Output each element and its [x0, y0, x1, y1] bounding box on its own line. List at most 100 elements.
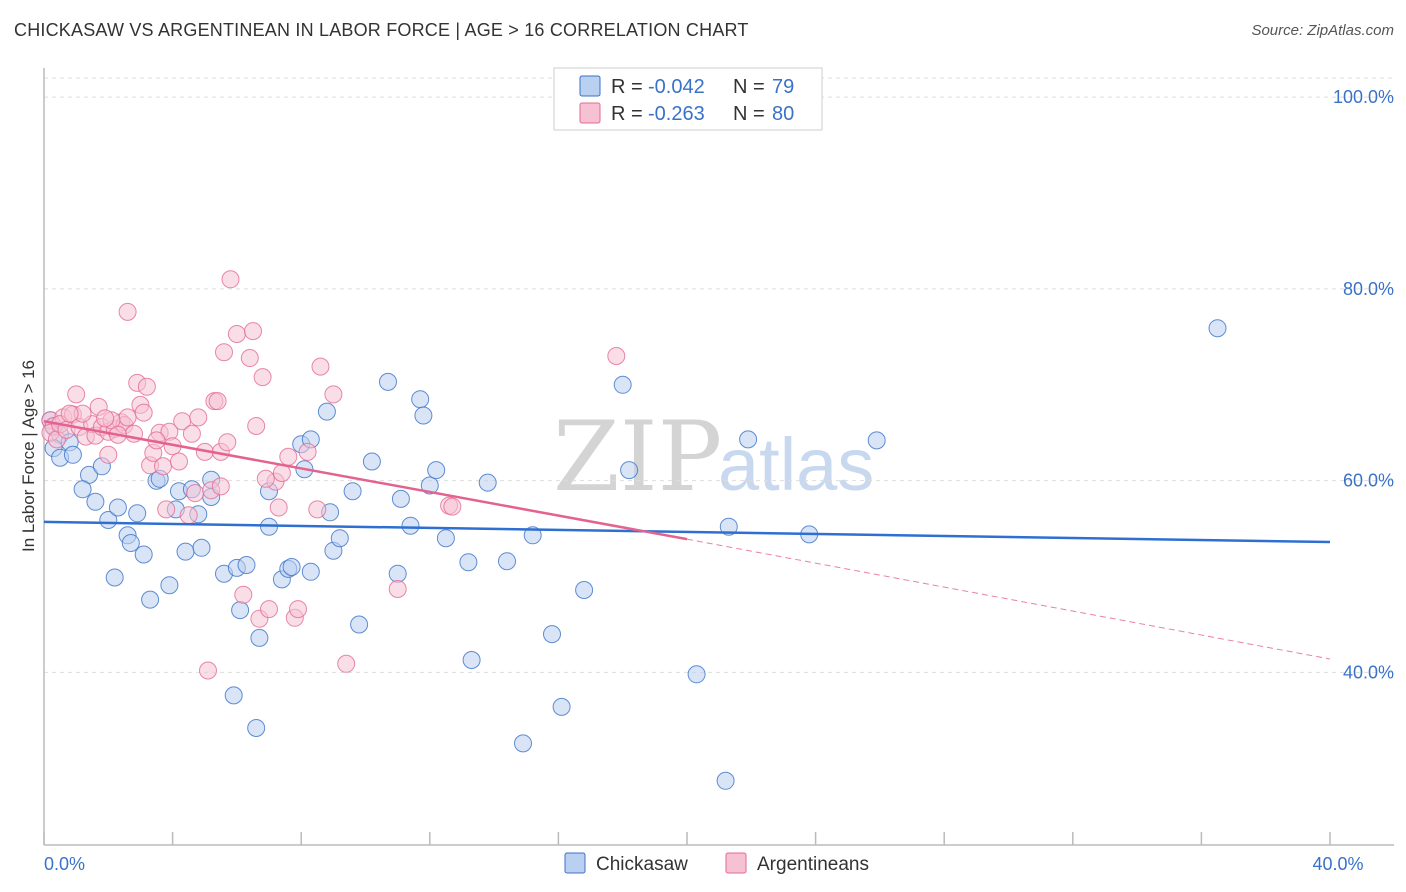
point-argentineans: [96, 409, 115, 428]
point-argentineans: [137, 377, 156, 396]
chart-title: CHICKASAW VS ARGENTINEAN IN LABOR FORCE …: [14, 20, 749, 40]
point-argentineans: [208, 392, 227, 411]
point-argentineans: [179, 506, 198, 525]
point-argentineans: [311, 357, 330, 376]
point-chickasaw: [620, 461, 639, 480]
point-argentineans: [260, 600, 278, 619]
point-chickasaw: [523, 526, 542, 545]
point-argentineans: [308, 500, 327, 519]
point-argentineans: [298, 442, 317, 461]
point-argentineans: [256, 469, 275, 488]
trend-line-chickasaw: [43, 520, 1331, 544]
point-argentineans: [182, 424, 201, 443]
legend-swatch-chickasaw: [579, 75, 601, 97]
point-chickasaw: [176, 542, 195, 561]
point-argentineans: [253, 368, 272, 387]
y-tick-label: 40.0%: [1343, 662, 1394, 682]
y-axis-label: In Labor Force | Age > 16: [19, 360, 38, 552]
point-chickasaw: [121, 534, 140, 552]
point-chickasaw: [739, 430, 758, 449]
point-argentineans: [60, 404, 79, 423]
point-argentineans: [337, 654, 356, 673]
point-chickasaw: [388, 564, 407, 583]
watermark-zip: ZIP: [553, 401, 722, 513]
source-label: Source: ZipAtlas.com: [1251, 22, 1394, 39]
y-tick-label: 80.0%: [1343, 279, 1394, 299]
bottom-legend: Chickasaw Argentineans: [564, 852, 869, 875]
x-tick-labels: 0.0% 40.0%: [44, 854, 1364, 874]
point-argentineans: [279, 447, 298, 466]
point-chickasaw: [282, 558, 301, 576]
point-chickasaw: [343, 482, 362, 501]
point-argentineans: [211, 477, 230, 496]
trend-lines: [43, 420, 1331, 660]
x-tick-label: 0.0%: [44, 854, 85, 874]
point-chickasaw: [362, 452, 381, 471]
point-chickasaw: [514, 734, 532, 753]
point-argentineans: [99, 445, 118, 464]
point-chickasaw: [478, 473, 497, 492]
point-argentineans: [221, 270, 240, 289]
point-chickasaw: [427, 461, 446, 480]
grid: [44, 77, 1394, 673]
point-chickasaw: [250, 628, 269, 647]
point-chickasaw: [575, 581, 594, 599]
bottom-legend-swatch-chickasaw: [564, 852, 586, 874]
point-argentineans: [154, 457, 172, 476]
point-chickasaw: [128, 504, 147, 523]
legend-swatch-argentineans: [579, 102, 601, 124]
point-chickasaw: [411, 390, 430, 409]
point-argentineans: [218, 433, 237, 452]
point-chickasaw: [108, 498, 127, 517]
legend-n-value-chickasaw: 79: [772, 76, 794, 98]
point-chickasaw: [141, 590, 160, 609]
point-argentineans: [269, 498, 288, 517]
legend-r-label-chickasaw: R =: [611, 76, 643, 98]
point-argentineans: [240, 349, 259, 367]
point-argentineans: [247, 417, 266, 435]
point-chickasaw: [73, 480, 92, 499]
bottom-legend-argentineans: Argentineans: [757, 854, 869, 875]
point-chickasaw: [543, 625, 561, 644]
point-chickasaw: [192, 538, 211, 557]
point-chickasaw: [317, 402, 336, 421]
trend-line-argentineans: [43, 420, 688, 541]
legend-r-value-argentineans: -0.263: [648, 103, 705, 125]
point-chickasaw: [401, 516, 420, 535]
point-argentineans: [244, 322, 262, 341]
point-argentineans: [289, 600, 307, 619]
watermark: ZIP atlas: [553, 401, 874, 513]
data-points: [41, 270, 1227, 790]
point-argentineans: [607, 347, 626, 365]
point-argentineans: [443, 497, 462, 516]
point-chickasaw: [716, 771, 735, 790]
point-chickasaw: [160, 576, 179, 595]
y-tick-labels: 40.0% 60.0% 80.0% 100.0%: [1333, 87, 1394, 682]
y-tick-label: 100.0%: [1333, 87, 1394, 107]
point-chickasaw: [420, 476, 439, 495]
point-argentineans: [118, 302, 137, 321]
trend-line-argentineans-extension: [686, 538, 1331, 660]
point-chickasaw: [552, 697, 571, 716]
point-chickasaw: [237, 556, 256, 574]
bottom-legend-chickasaw: Chickasaw: [596, 854, 688, 875]
x-tick-label: 40.0%: [1312, 854, 1363, 874]
point-argentineans: [199, 661, 217, 680]
point-chickasaw: [414, 406, 433, 425]
point-chickasaw: [99, 511, 118, 529]
y-tick-label: 60.0%: [1343, 471, 1394, 491]
axes: [43, 68, 1394, 846]
point-argentineans: [215, 343, 233, 362]
point-chickasaw: [379, 372, 397, 391]
point-chickasaw: [63, 445, 82, 464]
point-chickasaw: [391, 489, 410, 508]
point-chickasaw: [224, 686, 243, 705]
point-chickasaw: [86, 492, 105, 511]
legend: R = -0.042 N = 79 R = -0.263 N = 80: [553, 67, 823, 131]
point-argentineans: [186, 484, 205, 503]
point-chickasaw: [687, 665, 706, 684]
point-argentineans: [324, 385, 343, 404]
point-argentineans: [118, 408, 137, 427]
legend-n-label-argentineans: N =: [733, 103, 765, 125]
